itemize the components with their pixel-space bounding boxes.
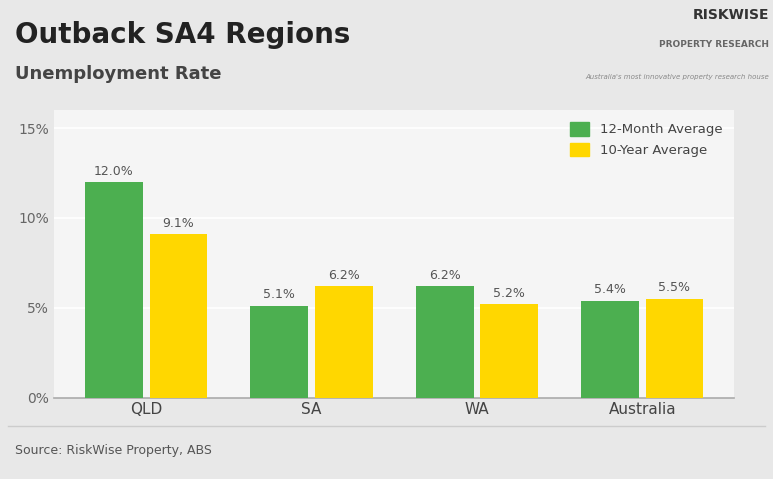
Text: 5.2%: 5.2% bbox=[493, 286, 525, 300]
Text: 5.4%: 5.4% bbox=[594, 283, 626, 296]
Text: Australia's most innovative property research house: Australia's most innovative property res… bbox=[585, 74, 769, 80]
Legend: 12-Month Average, 10-Year Average: 12-Month Average, 10-Year Average bbox=[564, 117, 727, 162]
Text: 5.1%: 5.1% bbox=[264, 288, 295, 301]
Text: PROPERTY RESEARCH: PROPERTY RESEARCH bbox=[659, 40, 769, 49]
Text: RISKWISE: RISKWISE bbox=[693, 9, 769, 23]
Bar bbox=[645, 299, 703, 398]
Text: 12.0%: 12.0% bbox=[94, 164, 134, 178]
Bar bbox=[85, 182, 143, 398]
Bar bbox=[480, 304, 538, 398]
Text: Outback SA4 Regions: Outback SA4 Regions bbox=[15, 21, 351, 49]
Text: 6.2%: 6.2% bbox=[429, 269, 461, 282]
Text: Source: RiskWise Property, ABS: Source: RiskWise Property, ABS bbox=[15, 445, 213, 457]
Bar bbox=[149, 234, 207, 398]
Text: 9.1%: 9.1% bbox=[162, 217, 194, 229]
Bar bbox=[416, 286, 474, 398]
Text: 5.5%: 5.5% bbox=[659, 281, 690, 294]
Text: Unemployment Rate: Unemployment Rate bbox=[15, 65, 222, 83]
Text: 6.2%: 6.2% bbox=[328, 269, 359, 282]
Bar bbox=[581, 301, 639, 398]
Bar bbox=[315, 286, 373, 398]
Bar bbox=[250, 306, 308, 398]
